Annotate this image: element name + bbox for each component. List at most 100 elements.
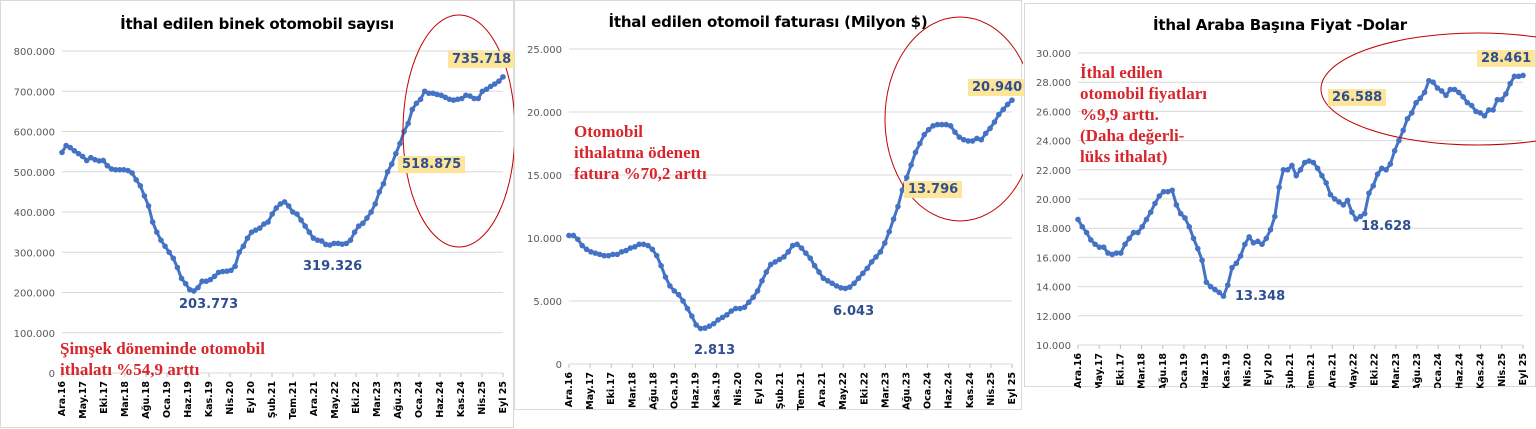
svg-text:500.000: 500.000 (14, 168, 55, 179)
svg-text:Mar.18: Mar.18 (120, 381, 131, 417)
svg-text:26.000: 26.000 (1036, 107, 1071, 118)
svg-text:Eki.22: Eki.22 (351, 381, 362, 414)
svg-text:Ara.21: Ara.21 (1327, 353, 1338, 388)
svg-text:200.000: 200.000 (14, 289, 55, 300)
data-label-jun-2023: 26.588 (1328, 89, 1387, 106)
data-label-jun-2023: 518.875 (398, 156, 466, 173)
svg-text:Şub.21: Şub.21 (1285, 353, 1296, 388)
line-chart: 0 5.000 10.000 15.000 20.000 25.000 Ara.16 May.… (527, 16, 1023, 410)
chart-panel-import-bill: İthal edilen otomoil faturası (Milyon $)… (514, 0, 1027, 410)
svg-text:20.000: 20.000 (527, 108, 562, 119)
svg-text:Ağu.18: Ağu.18 (648, 372, 659, 410)
svg-text:12.000: 12.000 (1036, 312, 1071, 323)
svg-text:Oca.24: Oca.24 (1433, 353, 1444, 388)
svg-text:28.000: 28.000 (1036, 78, 1071, 89)
svg-text:Haz.24: Haz.24 (944, 372, 955, 409)
svg-text:Eyl 20: Eyl 20 (754, 372, 765, 405)
svg-text:Eki.17: Eki.17 (606, 372, 617, 405)
svg-text:Ağu.23: Ağu.23 (1412, 353, 1423, 388)
svg-text:Kas.24: Kas.24 (965, 372, 976, 409)
svg-text:Eyl 25: Eyl 25 (1518, 353, 1529, 385)
chart-annotation-note: Otomobil ithalatına ödenen fatura %70,2 … (574, 122, 707, 183)
svg-text:Nis.20: Nis.20 (225, 381, 236, 415)
data-label-min-2022: 18.628 (1361, 219, 1412, 234)
svg-text:Şub.21: Şub.21 (775, 372, 786, 409)
svg-text:Nis.25: Nis.25 (477, 381, 488, 415)
data-label-latest: 28.461 (1477, 50, 1536, 67)
svg-text:Haz.19: Haz.19 (183, 381, 194, 418)
svg-text:Oca.19: Oca.19 (1179, 353, 1190, 388)
svg-text:600.000: 600.000 (14, 128, 55, 139)
svg-text:14.000: 14.000 (1036, 283, 1071, 294)
svg-text:Ağu.18: Ağu.18 (1158, 353, 1169, 388)
line-chart: 10.000 12.000 14.000 16.000 18.000 20.000 22.0… (1036, 32, 1536, 388)
data-label-min-2019: 2.813 (694, 343, 736, 358)
svg-text:Haz.24: Haz.24 (435, 381, 446, 418)
svg-text:Ağu.18: Ağu.18 (141, 381, 152, 419)
svg-text:May.22: May.22 (838, 372, 849, 410)
svg-text:Eyl 20: Eyl 20 (1264, 353, 1275, 386)
svg-text:Mar.23: Mar.23 (1391, 353, 1402, 388)
svg-text:Kas.24: Kas.24 (456, 381, 467, 418)
svg-text:May.17: May.17 (78, 381, 89, 419)
svg-text:Eki.17: Eki.17 (1115, 353, 1126, 386)
svg-text:700.000: 700.000 (14, 87, 55, 98)
svg-text:Nis.20: Nis.20 (733, 372, 744, 406)
line-chart: 0 100.000 200.000 300.000 400.000 500.000 600.… (14, 14, 515, 419)
svg-text:Nis.20: Nis.20 (1243, 353, 1254, 387)
svg-text:Eki.22: Eki.22 (859, 372, 870, 405)
svg-text:15.000: 15.000 (527, 171, 562, 182)
svg-text:Oca.24: Oca.24 (923, 372, 934, 409)
chart-annotation-note: Şimşek döneminde otomobil ithalatı %54,9… (60, 339, 265, 379)
svg-text:May.17: May.17 (1094, 353, 1105, 388)
svg-text:Oca.24: Oca.24 (414, 381, 425, 418)
chart-title: İthal edilen otomoil faturası (Milyon $) (608, 13, 928, 31)
svg-text:18.000: 18.000 (1036, 224, 1071, 235)
svg-text:24.000: 24.000 (1036, 137, 1071, 148)
svg-text:Kas.19: Kas.19 (1221, 353, 1232, 388)
svg-text:16.000: 16.000 (1036, 253, 1071, 264)
svg-text:800.000: 800.000 (14, 47, 55, 58)
svg-text:20.000: 20.000 (1036, 195, 1071, 206)
svg-text:Eki.22: Eki.22 (1370, 353, 1381, 386)
svg-text:Ara.21: Ara.21 (817, 372, 828, 407)
svg-text:Kas.24: Kas.24 (1476, 353, 1487, 388)
svg-text:Tem.21: Tem.21 (1306, 353, 1317, 388)
svg-text:Ağu.23: Ağu.23 (902, 372, 913, 410)
svg-text:400.000: 400.000 (14, 208, 55, 219)
svg-text:300.000: 300.000 (14, 248, 55, 259)
chart-panel-imported-cars-count: İthal edilen binek otomobil sayısı 0 100.… (0, 0, 516, 428)
svg-text:Haz.19: Haz.19 (691, 372, 702, 409)
data-label-jun-2023: 13.796 (904, 181, 963, 198)
svg-text:Eki.17: Eki.17 (99, 381, 110, 414)
svg-text:10.000: 10.000 (1036, 341, 1071, 352)
svg-text:25.000: 25.000 (527, 45, 562, 56)
svg-text:Oca.19: Oca.19 (669, 372, 680, 409)
data-label-min-2022: 319.326 (303, 259, 363, 274)
svg-text:Eyl 25: Eyl 25 (1007, 372, 1018, 404)
svg-text:0: 0 (556, 360, 562, 371)
data-label-latest: 20.940 (968, 79, 1027, 96)
chart-title: İthal edilen binek otomobil sayısı (120, 15, 394, 33)
svg-text:Ağu.23: Ağu.23 (393, 381, 404, 419)
svg-text:Oca.19: Oca.19 (162, 381, 173, 418)
svg-text:May.22: May.22 (330, 381, 341, 419)
svg-text:Ara.16: Ara.16 (564, 372, 575, 408)
svg-text:Kas.19: Kas.19 (712, 372, 723, 408)
svg-text:Şub.21: Şub.21 (267, 381, 278, 418)
svg-text:Mar.18: Mar.18 (1137, 353, 1148, 388)
data-label-min-2019: 203.773 (179, 297, 239, 312)
svg-text:5.000: 5.000 (533, 297, 562, 308)
svg-text:Tem.21: Tem.21 (796, 372, 807, 410)
svg-text:100.000: 100.000 (14, 329, 55, 340)
svg-text:Mar.23: Mar.23 (372, 381, 383, 417)
svg-text:Eyl 25: Eyl 25 (498, 381, 509, 413)
svg-text:Kas.19: Kas.19 (204, 381, 215, 417)
svg-text:10.000: 10.000 (527, 234, 562, 245)
svg-text:30.000: 30.000 (1036, 49, 1071, 60)
chart-title: İthal Araba Başına Fiyat -Dolar (1153, 16, 1407, 34)
svg-text:Ara.21: Ara.21 (309, 381, 320, 416)
data-label-min-2019: 13.348 (1235, 289, 1286, 304)
chart-panel-price-per-car: İthal Araba Başına Fiyat -Dolar 10.000 12… (1024, 3, 1536, 388)
svg-text:Ara.16: Ara.16 (57, 381, 68, 417)
